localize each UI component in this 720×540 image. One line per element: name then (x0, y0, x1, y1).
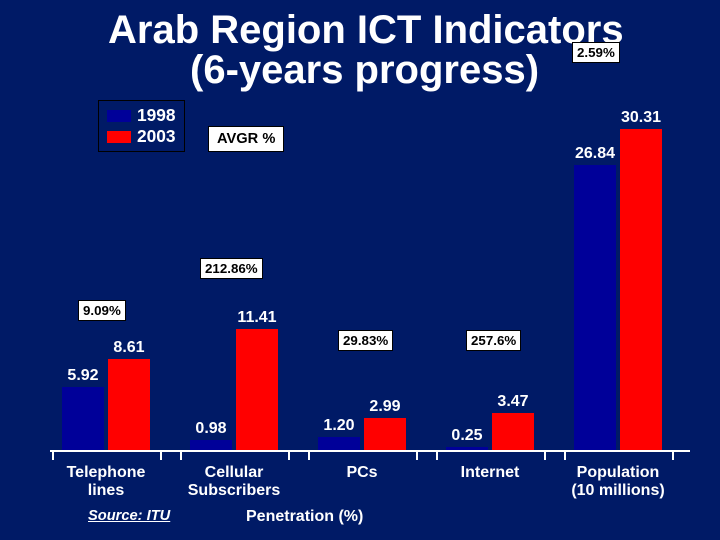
legend-row-2003: 2003 (107, 126, 176, 147)
legend-swatch-1998 (107, 110, 131, 122)
axis-tick (564, 452, 566, 460)
x-axis-label: Penetration (%) (246, 508, 363, 526)
value-label: 11.41 (226, 309, 288, 327)
axis-tick (308, 452, 310, 460)
legend-label-2003: 2003 (137, 126, 176, 147)
value-label: 3.47 (482, 393, 544, 411)
bar-1998-4 (574, 165, 616, 450)
legend: 1998 2003 (98, 100, 185, 152)
bar-2003-4 (620, 129, 662, 450)
legend-label-1998: 1998 (137, 105, 176, 126)
source-text: Source: ITU (88, 508, 170, 524)
axis-tick (416, 452, 418, 460)
category-label: Population(10 millions) (554, 464, 682, 500)
value-label: 1.20 (308, 417, 370, 435)
avgr-badge: 29.83% (338, 330, 393, 351)
legend-swatch-2003 (107, 131, 131, 143)
value-label: 8.61 (98, 339, 160, 357)
axis-tick (288, 452, 290, 460)
category-label: CellularSubscribers (170, 464, 298, 500)
axis-tick (672, 452, 674, 460)
avgr-badge: 257.6% (466, 330, 521, 351)
bar-2003-3 (492, 413, 534, 450)
bar-1998-0 (62, 387, 104, 450)
value-label: 5.92 (52, 367, 114, 385)
axis-tick (544, 452, 546, 460)
axis-tick (160, 452, 162, 460)
axis-tick (52, 452, 54, 460)
avgr-badge: 2.59% (572, 42, 620, 63)
category-label: PCs (298, 464, 426, 482)
category-label: Telephonelines (42, 464, 170, 500)
axis-tick (436, 452, 438, 460)
bar-1998-1 (190, 440, 232, 450)
bar-2003-2 (364, 418, 406, 450)
value-label: 2.99 (354, 398, 416, 416)
value-label: 0.98 (180, 420, 242, 438)
bar-2003-1 (236, 329, 278, 450)
value-label: 0.25 (436, 427, 498, 445)
category-label: Internet (426, 464, 554, 482)
chart-baseline (50, 450, 690, 452)
bar-1998-2 (318, 437, 360, 450)
title-line2: (6-years progress) (190, 48, 539, 93)
legend-row-1998: 1998 (107, 105, 176, 126)
avgr-badge: 9.09% (78, 300, 126, 321)
axis-tick (180, 452, 182, 460)
value-label: 26.84 (564, 145, 626, 163)
avgr-box: AVGR % (208, 126, 284, 152)
avgr-badge: 212.86% (200, 258, 263, 279)
bar-1998-3 (446, 447, 488, 450)
slide: Arab Region ICT Indicators (6-years prog… (0, 0, 720, 540)
bar-2003-0 (108, 359, 150, 450)
title-line1: Arab Region ICT Indicators (108, 8, 624, 53)
value-label: 30.31 (610, 109, 672, 127)
